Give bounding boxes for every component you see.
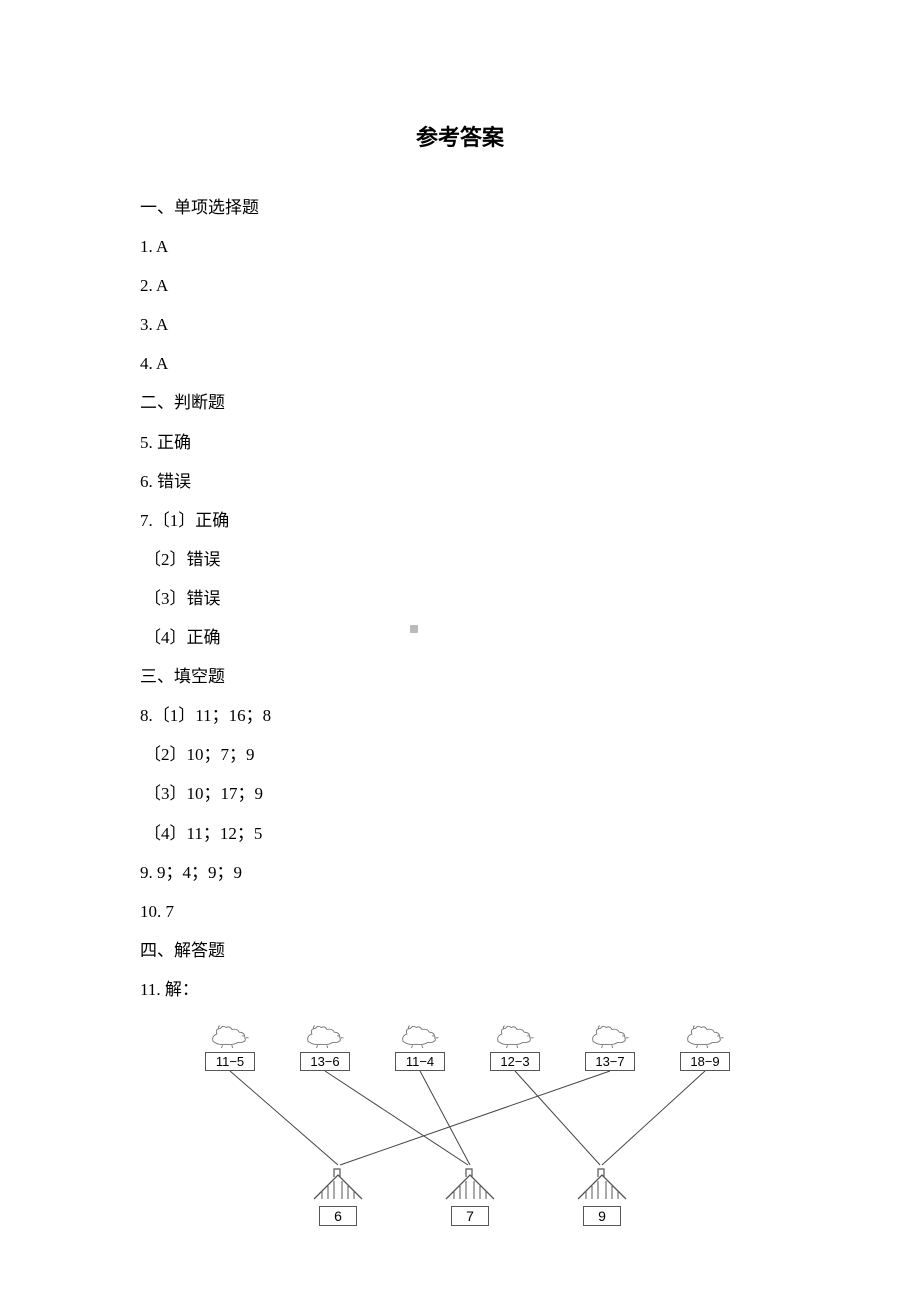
chicken-item: 11−4 (395, 1021, 445, 1071)
chicken-icon (490, 1021, 538, 1049)
watermark-dot (410, 625, 418, 633)
answer-8-2: 〔2〕10；7；9 (140, 735, 780, 774)
house-item: 6 (308, 1163, 368, 1226)
chicken-icon (585, 1021, 633, 1049)
expression-box: 13−6 (300, 1052, 350, 1071)
house-icon (440, 1163, 500, 1203)
chicken-item: 13−7 (585, 1021, 635, 1071)
answer-1: 1. A (140, 227, 780, 266)
chicken-icon (300, 1021, 348, 1049)
page-title: 参考答案 (140, 120, 780, 152)
connection-line (420, 1071, 470, 1165)
answer-11: 11. 解： (140, 970, 780, 1009)
connection-line (602, 1071, 705, 1165)
house-item: 7 (440, 1163, 500, 1226)
connection-line (230, 1071, 338, 1165)
answer-3: 3. A (140, 305, 780, 344)
answer-4: 4. A (140, 344, 780, 383)
answer-7-3: 〔3〕错误 (140, 579, 780, 618)
expression-box: 18−9 (680, 1052, 730, 1071)
chicken-item: 13−6 (300, 1021, 350, 1071)
house-icon (308, 1163, 368, 1203)
expression-box: 13−7 (585, 1052, 635, 1071)
chicken-item: 18−9 (680, 1021, 730, 1071)
connection-line (340, 1071, 610, 1165)
house-icon (572, 1163, 632, 1203)
house-item: 9 (572, 1163, 632, 1226)
expression-box: 11−4 (395, 1052, 445, 1071)
answer-9: 9. 9；4；9；9 (140, 853, 780, 892)
chicken-item: 11−5 (205, 1021, 255, 1071)
answer-6: 6. 错误 (140, 462, 780, 501)
connection-line (515, 1071, 600, 1165)
section-4-header: 四、解答题 (140, 931, 780, 970)
section-1-header: 一、单项选择题 (140, 188, 780, 227)
section-3-header: 三、填空题 (140, 657, 780, 696)
answer-2: 2. A (140, 266, 780, 305)
connection-line (325, 1071, 468, 1165)
answer-7-4: 〔4〕正确 (140, 618, 780, 657)
answer-5: 5. 正确 (140, 423, 780, 462)
chicken-item: 12−3 (490, 1021, 540, 1071)
expression-box: 11−5 (205, 1052, 255, 1071)
house-number: 7 (451, 1206, 489, 1226)
chicken-icon (680, 1021, 728, 1049)
answer-7-1: 7.〔1〕正确 (140, 501, 780, 540)
answer-8-3: 〔3〕10；17；9 (140, 774, 780, 813)
section-2-header: 二、判断题 (140, 383, 780, 422)
matching-diagram: 11−5 13−6 11−4 12−3 (180, 1021, 760, 1241)
house-number: 6 (319, 1206, 357, 1226)
expression-box: 12−3 (490, 1052, 540, 1071)
answer-7-2: 〔2〕错误 (140, 540, 780, 579)
answer-10: 10. 7 (140, 892, 780, 931)
answer-8-1: 8.〔1〕11；16；8 (140, 696, 780, 735)
chicken-icon (395, 1021, 443, 1049)
house-number: 9 (583, 1206, 621, 1226)
chicken-icon (205, 1021, 253, 1049)
answer-8-4: 〔4〕11；12；5 (140, 814, 780, 853)
